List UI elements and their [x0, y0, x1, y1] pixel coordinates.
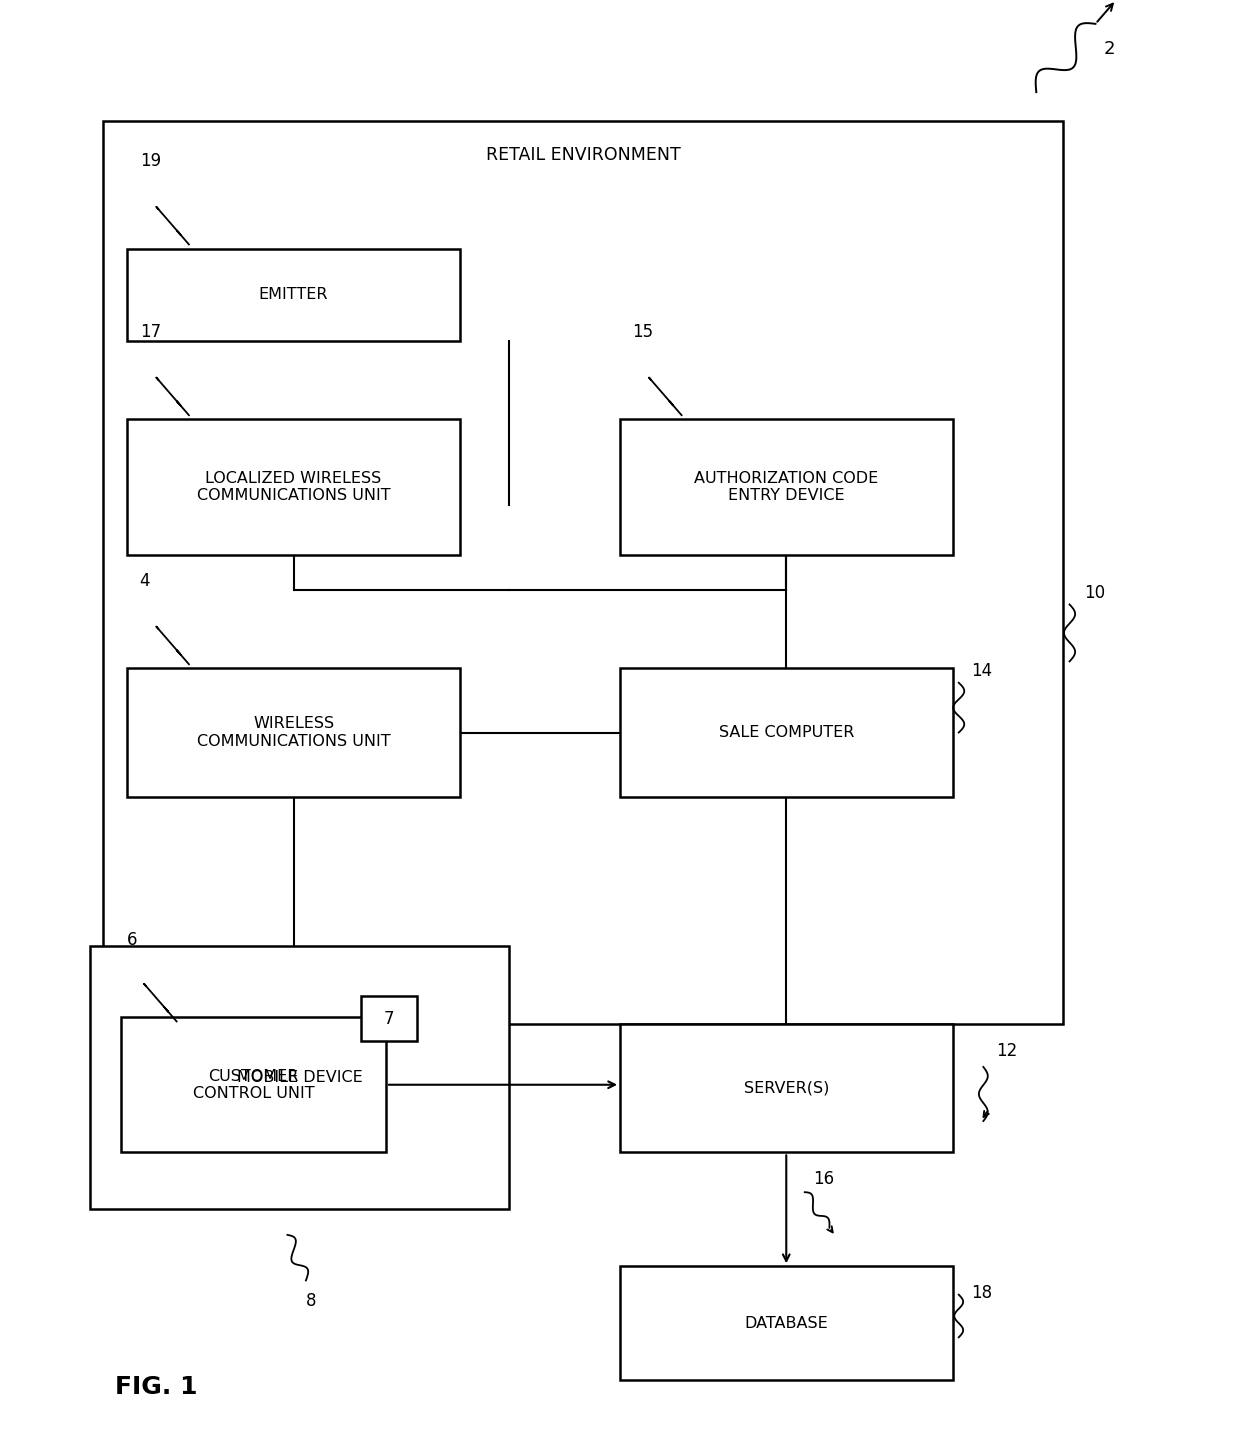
Text: 18: 18 [971, 1283, 992, 1302]
Text: 14: 14 [971, 663, 992, 680]
Text: EMITTER: EMITTER [259, 287, 329, 303]
Text: CUSTOMER
CONTROL UNIT: CUSTOMER CONTROL UNIT [192, 1068, 315, 1101]
Bar [620, 420, 952, 555]
Bar [91, 946, 510, 1209]
Text: MOBILE DEVICE: MOBILE DEVICE [237, 1070, 362, 1086]
Text: 16: 16 [813, 1170, 835, 1187]
Text: WIRELESS
COMMUNICATIONS UNIT: WIRELESS COMMUNICATIONS UNIT [197, 717, 391, 749]
Text: LOCALIZED WIRELESS
COMMUNICATIONS UNIT: LOCALIZED WIRELESS COMMUNICATIONS UNIT [197, 470, 391, 503]
Text: 17: 17 [140, 323, 161, 341]
Text: SALE COMPUTER: SALE COMPUTER [719, 726, 854, 740]
Text: DATABASE: DATABASE [744, 1315, 828, 1331]
Bar [122, 1017, 386, 1153]
Text: RETAIL ENVIRONMENT: RETAIL ENVIRONMENT [486, 146, 681, 165]
Bar [620, 1266, 952, 1380]
Text: AUTHORIZATION CODE
ENTRY DEVICE: AUTHORIZATION CODE ENTRY DEVICE [694, 470, 878, 503]
Text: 2: 2 [1104, 40, 1116, 59]
Text: 12: 12 [996, 1043, 1017, 1060]
Text: 4: 4 [140, 572, 150, 591]
Bar [128, 668, 460, 796]
Text: FIG. 1: FIG. 1 [115, 1375, 197, 1398]
Bar [103, 120, 1064, 1024]
Text: 6: 6 [128, 931, 138, 949]
Bar [128, 248, 460, 341]
Bar [128, 420, 460, 555]
Text: 19: 19 [140, 152, 161, 171]
Bar [620, 1024, 952, 1153]
Text: SERVER(S): SERVER(S) [744, 1081, 830, 1096]
Text: 15: 15 [632, 323, 653, 341]
Text: 7: 7 [384, 1010, 394, 1028]
Text: 10: 10 [1084, 584, 1106, 602]
Text: 8: 8 [306, 1292, 316, 1309]
Bar [361, 995, 417, 1041]
Bar [620, 668, 952, 796]
